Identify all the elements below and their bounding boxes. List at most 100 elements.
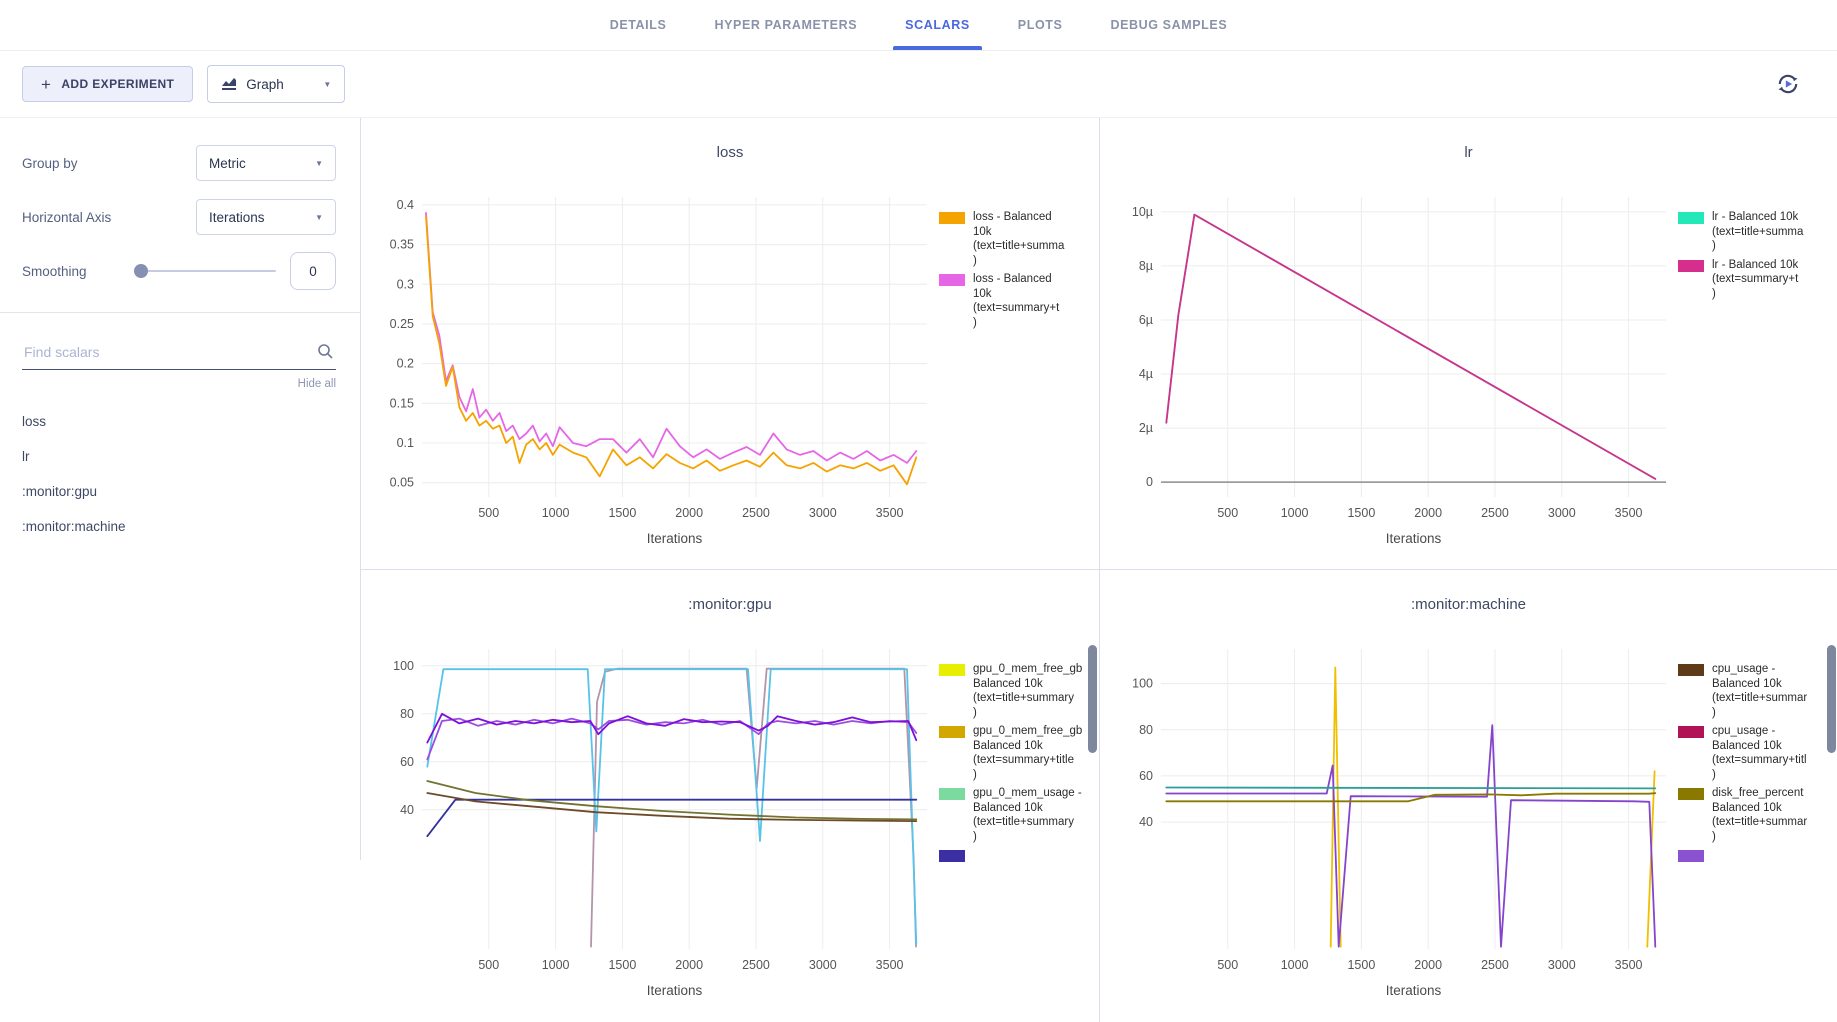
legend-item[interactable]	[939, 848, 1091, 862]
hide-all-link[interactable]: Hide all	[297, 378, 336, 390]
legend-scrollbar[interactable]	[1827, 645, 1836, 753]
legend-swatch	[1678, 788, 1704, 800]
svg-text:4µ: 4µ	[1139, 367, 1153, 381]
svg-text:2000: 2000	[675, 958, 703, 972]
chart-plot[interactable]: 500 1000 1500 2000 2500 3000 3500 0 2µ 4µ 6µ 8µ 10µ I…	[1106, 185, 1676, 549]
svg-text:3500: 3500	[1615, 958, 1643, 972]
svg-text:1500: 1500	[608, 958, 636, 972]
add-experiment-button[interactable]: + ADD EXPERIMENT	[22, 66, 194, 102]
auto-refresh-button[interactable]	[1771, 67, 1805, 101]
legend-item[interactable]: lr - Balanced 10k (text=title+summa )	[1678, 210, 1830, 254]
legend-item[interactable]: loss - Balanced 10k (text=title+summa )	[939, 210, 1091, 268]
svg-text:1500: 1500	[1347, 958, 1375, 972]
chart-card--monitor-machine: :monitor:machine 500 1000 1500 2000 2500 3000 3…	[1099, 570, 1837, 1022]
horizontal-axis-label: Horizontal Axis	[22, 209, 112, 225]
group-by-label: Group by	[22, 155, 78, 171]
horizontal-axis-select[interactable]: Iterations ▼	[196, 199, 336, 235]
svg-text:3500: 3500	[876, 958, 904, 972]
view-mode-select[interactable]: Graph ▼	[207, 65, 346, 103]
svg-text:1500: 1500	[608, 506, 636, 520]
legend-scrollbar[interactable]	[1088, 645, 1097, 753]
chart-plot[interactable]: 500 1000 1500 2000 2500 3000 3500 40 60 80 100 Iter…	[1106, 637, 1676, 1001]
svg-text:0.3: 0.3	[397, 277, 414, 291]
svg-text:80: 80	[400, 707, 414, 721]
toolbar: + ADD EXPERIMENT Graph ▼	[0, 51, 1837, 118]
svg-text:100: 100	[1132, 677, 1153, 691]
legend-swatch	[939, 212, 965, 224]
svg-text:8µ: 8µ	[1139, 259, 1153, 273]
metric-item-monitor-gpu[interactable]: :monitor:gpu	[22, 484, 98, 499]
svg-text:0.35: 0.35	[390, 238, 414, 252]
svg-text:0.25: 0.25	[390, 317, 414, 331]
chart-title: :monitor:machine	[1410, 596, 1527, 613]
smoothing-value-input[interactable]	[290, 252, 336, 290]
divider	[0, 312, 360, 313]
legend-item[interactable]: loss - Balanced 10k (text=summary+t )	[939, 272, 1091, 330]
smoothing-slider-thumb[interactable]	[134, 264, 148, 278]
svg-text:500: 500	[478, 506, 499, 520]
group-by-select[interactable]: Metric ▼	[196, 145, 336, 181]
chart-legend: cpu_usage - Balanced 10k (text=title+sum…	[1676, 637, 1836, 1001]
legend-swatch	[1678, 664, 1704, 676]
svg-text:2500: 2500	[742, 506, 770, 520]
tab-label: DETAILS	[609, 18, 667, 32]
chart-plot[interactable]: 500 1000 1500 2000 2500 3000 3500 0.05 0.1 0.15 0.…	[367, 185, 937, 549]
svg-text:3500: 3500	[1615, 506, 1643, 520]
legend-label: gpu_0_mem_usage - Balanced 10k (text=tit…	[973, 787, 1082, 843]
legend-swatch	[939, 726, 965, 738]
chart-plot[interactable]: 500 1000 1500 2000 2500 3000 3500 40 60 80 100 Iter…	[367, 637, 937, 1001]
legend-item[interactable]: gpu_0_mem_usage - Balanced 10k (text=tit…	[939, 786, 1091, 844]
svg-text:3000: 3000	[1548, 506, 1576, 520]
legend-label: loss - Balanced 10k (text=summary+t )	[973, 273, 1060, 329]
svg-text:3000: 3000	[809, 958, 837, 972]
svg-text:80: 80	[1139, 723, 1153, 737]
top-tab-bar: DETAILS HYPER PARAMETERS SCALARS PLOTS D…	[0, 0, 1837, 51]
chart-card-lr: lr 500 1000 1500 2000 2500 3000 3500 0 2µ 4µ 6µ 8µ 10…	[1099, 118, 1837, 570]
legend-label: gpu_0_mem_free_gb Balanced 10k (text=sum…	[973, 725, 1083, 781]
svg-text:60: 60	[1139, 769, 1153, 783]
legend-item[interactable]: cpu_usage - Balanced 10k (text=title+sum…	[1678, 662, 1830, 720]
tab-plots[interactable]: PLOTS	[994, 0, 1087, 50]
metric-item-monitor-machine[interactable]: :monitor:machine	[22, 519, 126, 534]
graph-icon	[222, 78, 237, 90]
svg-text:0.15: 0.15	[390, 396, 414, 410]
svg-text:10µ: 10µ	[1132, 205, 1153, 219]
legend-item[interactable]: disk_free_percent Balanced 10k (text=tit…	[1678, 786, 1830, 844]
legend-swatch	[1678, 259, 1704, 272]
tab-scalars[interactable]: SCALARS	[881, 0, 994, 50]
chevron-down-icon: ▼	[315, 212, 323, 222]
refresh-icon	[1778, 74, 1798, 94]
tab-hyper-parameters[interactable]: HYPER PARAMETERS	[690, 0, 881, 50]
svg-text:Iterations: Iterations	[1386, 531, 1442, 546]
svg-text:500: 500	[478, 958, 499, 972]
legend-swatch	[1678, 212, 1704, 224]
svg-text:3500: 3500	[876, 506, 904, 520]
legend-item[interactable]: lr - Balanced 10k (text=summary+t )	[1678, 258, 1830, 302]
group-by-value: Metric	[209, 155, 246, 171]
chevron-down-icon: ▼	[315, 158, 323, 168]
legend-item[interactable]	[1678, 848, 1830, 862]
metric-item-lr[interactable]: lr	[22, 449, 30, 464]
tab-debug-samples[interactable]: DEBUG SAMPLES	[1086, 0, 1251, 50]
chevron-down-icon: ▼	[323, 79, 332, 89]
smoothing-slider[interactable]	[134, 264, 276, 278]
find-scalars-input[interactable]	[22, 343, 340, 361]
legend-item[interactable]: gpu_0_mem_free_gb Balanced 10k (text=sum…	[939, 724, 1091, 782]
svg-text:1000: 1000	[542, 506, 570, 520]
legend-label: lr - Balanced 10k (text=summary+t )	[1712, 258, 1799, 300]
svg-text:Iterations: Iterations	[647, 983, 703, 998]
metric-item-loss[interactable]: loss	[22, 414, 47, 429]
svg-text:100: 100	[393, 659, 414, 673]
tab-details[interactable]: DETAILS	[586, 0, 691, 50]
chart-legend: loss - Balanced 10k (text=title+summa ) l…	[937, 185, 1095, 549]
legend-swatch	[939, 664, 965, 676]
legend-label: disk_free_percent Balanced 10k (text=tit…	[1712, 787, 1808, 843]
legend-item[interactable]: cpu_usage - Balanced 10k (text=summary+t…	[1678, 724, 1830, 782]
svg-text:2500: 2500	[742, 958, 770, 972]
svg-text:0.4: 0.4	[397, 198, 414, 212]
svg-text:1500: 1500	[1347, 506, 1375, 520]
tab-label: DEBUG SAMPLES	[1110, 18, 1228, 32]
legend-item[interactable]: gpu_0_mem_free_gb Balanced 10k (text=tit…	[939, 662, 1091, 720]
svg-text:0: 0	[1146, 475, 1153, 489]
tab-label: PLOTS	[1017, 18, 1063, 32]
